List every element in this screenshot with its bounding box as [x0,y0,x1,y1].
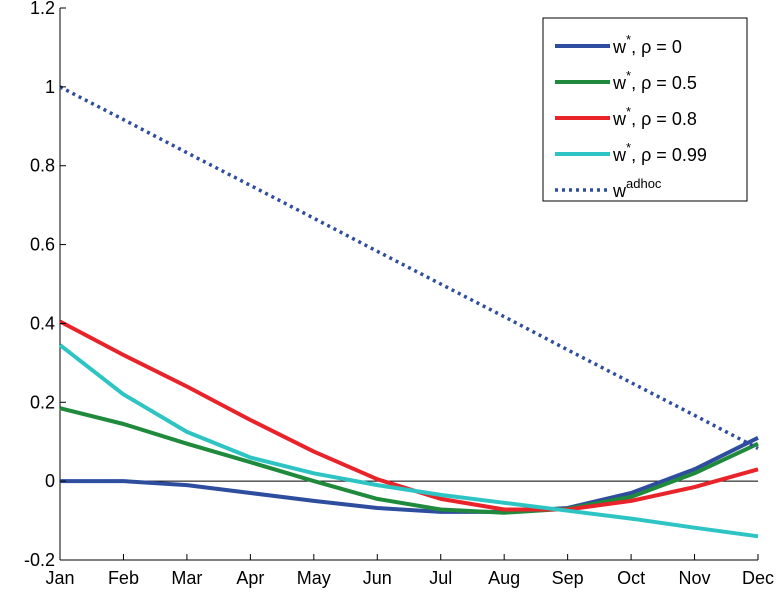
y-tick-label: 0.8 [30,156,55,176]
y-tick-label: 0.2 [30,392,55,412]
x-tick-label: Jul [429,568,452,588]
y-axis: -0.2 0 0.2 0.4 0.6 0.8 1 1.2 [24,0,66,570]
x-tick-label: Sep [552,568,584,588]
y-tick-label: 0.6 [30,235,55,255]
x-tick-label: Nov [679,568,711,588]
y-tick-label: 0.4 [30,313,55,333]
legend-label: w*, ρ = 0.5 [612,68,697,93]
series-lines [58,85,759,539]
legend-label: w*, ρ = 0 [612,32,682,57]
y-tick-label: -0.2 [24,550,55,570]
legend: w*, ρ = 0 w*, ρ = 0.5 w*, ρ = 0.8 w*, ρ = 0… [542,17,748,202]
x-tick-label: Oct [617,568,645,588]
x-tick-label: Dec [742,568,774,588]
x-tick-label: Feb [108,568,139,588]
legend-box [542,17,748,202]
legend-label: w*, ρ = 0.99 [612,140,707,165]
legend-label: wadhoc [612,176,662,201]
y-tick-label: 1 [45,77,55,97]
series-line-0 [60,436,759,514]
x-tick-label: Jan [45,568,74,588]
x-tick-label: Jun [363,568,392,588]
plot-area [59,8,758,561]
series-line-4 [59,85,759,450]
x-tick-label: Apr [236,568,264,588]
x-tick-label: Mar [171,568,202,588]
x-tick-label: May [297,568,331,588]
y-tick-label: 1.2 [30,0,55,18]
legend-label: w*, ρ = 0.8 [612,104,697,129]
series-line-1 [59,406,759,515]
series-line-3 [58,343,759,539]
x-tick-label: Aug [488,568,520,588]
x-axis: Jan Feb Mar Apr May Jun Jul Aug Sep Oct Nov Dec [45,554,774,588]
y-tick-label: 0 [45,471,55,491]
